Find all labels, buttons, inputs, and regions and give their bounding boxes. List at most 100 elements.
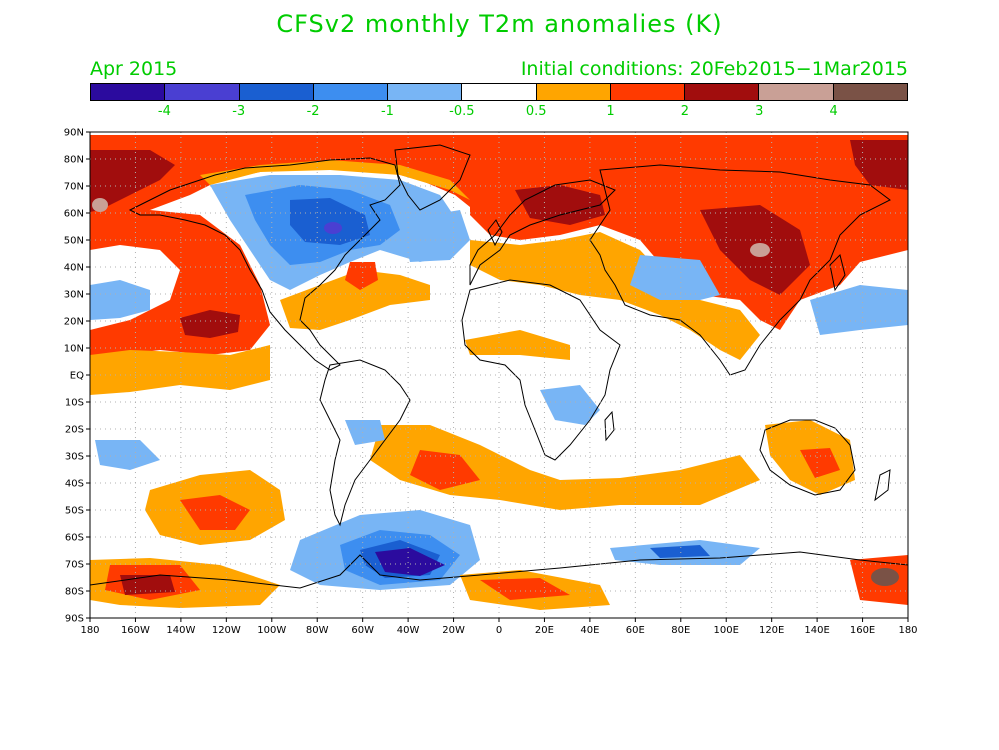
lon-tick-label: 0 bbox=[496, 625, 502, 636]
lon-tick-label: 180 bbox=[80, 625, 99, 636]
lat-tick-label: 10N bbox=[64, 344, 84, 355]
lat-tick-label: 90N bbox=[64, 128, 84, 139]
colorbar-bin bbox=[165, 84, 240, 100]
colorbar-bin bbox=[610, 84, 686, 100]
gridlines bbox=[90, 132, 908, 618]
colorbar-tick-label: -0.5 bbox=[449, 104, 475, 119]
nw-pacific-cool-east bbox=[810, 285, 908, 335]
colorbar-tick-label: 1 bbox=[606, 104, 615, 119]
latitude-axis: 90N 80N 70N 60N 50N 40N 30N 20N 10N EQ 10S 20S 30S 40… bbox=[64, 128, 90, 625]
lon-tick-label: 100W bbox=[257, 625, 286, 636]
asia-coast bbox=[589, 164, 891, 376]
lat-tick-label: 30S bbox=[65, 452, 84, 463]
colorbar-tick-label: 4 bbox=[829, 104, 838, 119]
subtropical-pacific-hot bbox=[180, 310, 240, 338]
forecast-month-label: Apr 2015 bbox=[90, 58, 178, 80]
colorbar-bin bbox=[388, 84, 463, 100]
colorbar-tick-label: -4 bbox=[157, 104, 171, 119]
lat-tick-label: 20N bbox=[64, 317, 84, 328]
hudson-strongest-cold bbox=[324, 222, 342, 234]
eurasia-orange bbox=[470, 232, 760, 360]
lat-tick-label: 70S bbox=[65, 560, 84, 571]
madagascar-coast bbox=[604, 410, 615, 442]
lon-tick-label: 140E bbox=[804, 625, 829, 636]
lon-tick-label: 20W bbox=[442, 625, 465, 636]
us-east-warm bbox=[280, 270, 430, 330]
anomaly-fields bbox=[90, 135, 908, 610]
colorbar-tick-label: -3 bbox=[232, 104, 246, 119]
s-atlantic-red bbox=[410, 450, 480, 490]
lon-tick-label: 120E bbox=[759, 625, 784, 636]
victoria-land-extreme bbox=[871, 568, 899, 586]
map-area bbox=[90, 132, 908, 618]
lat-tick-label: 80N bbox=[64, 155, 84, 166]
initial-conditions-label: Initial conditions: 20Feb2015−1Mar2015 bbox=[520, 58, 908, 80]
south-america-coast bbox=[319, 359, 411, 527]
japan-coast bbox=[829, 254, 846, 292]
colorbar-bin bbox=[685, 84, 760, 100]
se-pacific-cool bbox=[345, 420, 385, 445]
scandinavia-hot bbox=[515, 185, 605, 225]
antarctica-coast bbox=[90, 551, 908, 589]
s-pacific-red bbox=[180, 495, 250, 530]
lon-tick-label: 20E bbox=[535, 625, 554, 636]
s-pacific-cool bbox=[95, 440, 160, 470]
lon-tick-label: 80W bbox=[306, 625, 329, 636]
lon-tick-label: 60E bbox=[626, 625, 645, 636]
colorbar-tick-label: 0.5 bbox=[525, 104, 547, 119]
lat-tick-label: 20S bbox=[65, 425, 84, 436]
lat-tick-label: 40S bbox=[65, 479, 84, 490]
colorbar-tick-label: -2 bbox=[306, 104, 320, 119]
europe-coast bbox=[469, 179, 616, 286]
lon-tick-label: 160E bbox=[850, 625, 875, 636]
ross-sea-hot bbox=[120, 575, 175, 595]
colorbar-tick-label: -1 bbox=[380, 104, 394, 119]
lon-tick-label: 160W bbox=[121, 625, 150, 636]
central-asia-cool bbox=[630, 255, 720, 300]
colorbar-labels: -4 -3 -2 -1 -0.5 0.5 1 2 3 4 bbox=[90, 104, 908, 122]
colorbar-tick-label: 3 bbox=[755, 104, 764, 119]
lon-tick-label: 140W bbox=[166, 625, 195, 636]
s-atlantic-warm bbox=[370, 425, 760, 510]
colorbar-bin bbox=[833, 84, 907, 100]
lon-tick-label: 180 bbox=[898, 625, 917, 636]
north-america-coast bbox=[128, 157, 401, 371]
nw-pacific-cool bbox=[90, 280, 150, 320]
far-east-hot bbox=[850, 140, 908, 190]
lat-tick-label: 70N bbox=[64, 182, 84, 193]
arctic-orange-fringe bbox=[200, 160, 470, 200]
colorbar-bin bbox=[462, 84, 537, 100]
africa-coast bbox=[461, 279, 621, 461]
british-isles-coast bbox=[487, 219, 503, 247]
colorbar-legend bbox=[90, 83, 908, 101]
colorbar-bin bbox=[313, 84, 389, 100]
east-antarctic-cold bbox=[650, 545, 710, 558]
lon-tick-label: 40E bbox=[580, 625, 599, 636]
colorbar-bin bbox=[239, 84, 314, 100]
lon-tick-label: 120W bbox=[212, 625, 241, 636]
lat-tick-label: 50N bbox=[64, 236, 84, 247]
n-atlantic-cool bbox=[400, 210, 470, 262]
australia-coast bbox=[759, 419, 856, 496]
lat-tick-label: 80S bbox=[65, 587, 84, 598]
chart-title: CFSv2 monthly T2m anomalies (K) bbox=[276, 10, 723, 38]
lon-tick-label: 100E bbox=[714, 625, 739, 636]
longitude-axis: 180 160W 140W 120W 100W 80W 60W 40W 20W 0 20E 40E 60… bbox=[80, 618, 918, 636]
lat-tick-label: 10S bbox=[65, 398, 84, 409]
tropical-atlantic-orange bbox=[465, 330, 570, 360]
lat-tick-label: 60S bbox=[65, 533, 84, 544]
lat-tick-label: 60N bbox=[64, 209, 84, 220]
alaska-hot bbox=[90, 150, 175, 212]
colorbar-bin bbox=[536, 84, 611, 100]
colorbar-tick-label: 2 bbox=[680, 104, 690, 119]
greenland-coast bbox=[394, 144, 471, 211]
us-east-red bbox=[345, 262, 378, 290]
africa-cool bbox=[540, 385, 600, 425]
colorbar-bin bbox=[91, 84, 166, 100]
lon-tick-label: 80E bbox=[671, 625, 690, 636]
antarctic-atlantic-red bbox=[480, 578, 570, 600]
weddell-coldest bbox=[375, 548, 445, 576]
lat-tick-label: 40N bbox=[64, 263, 84, 274]
lat-tick-label: EQ bbox=[70, 371, 84, 382]
